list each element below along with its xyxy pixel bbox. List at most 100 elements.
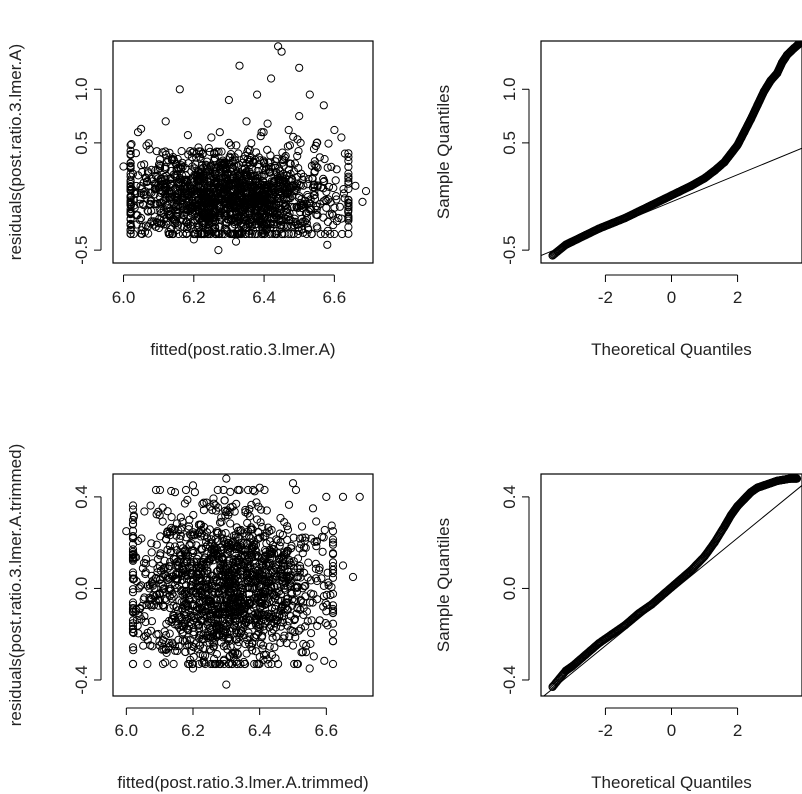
cloud-point: [169, 659, 178, 669]
cloud-point: [250, 171, 260, 180]
cloud-point: [189, 628, 198, 637]
cloud-point: [138, 167, 147, 177]
cloud-point: [126, 225, 135, 234]
cloud-point: [205, 638, 214, 648]
cloud-point: [276, 618, 285, 627]
cloud-point: [319, 174, 328, 183]
cloud-point: [252, 631, 261, 640]
cloud-point: [280, 153, 289, 162]
cloud-point: [202, 528, 212, 537]
cloud-point: [141, 221, 150, 230]
cloud-point: [139, 188, 149, 197]
cloud-point: [196, 596, 205, 606]
cloud-point: [312, 162, 321, 171]
data-point: [607, 219, 617, 228]
cloud-point: [232, 542, 241, 551]
panel-3: 6.0 6.2 6.4 6.6 -0.4 0.0 0.4 fitted(post.ratio.…: [6, 444, 374, 792]
cloud-point: [165, 629, 174, 638]
cloud-point: [197, 529, 206, 538]
x-axis-title: Theoretical Quantiles: [591, 773, 752, 792]
cloud-point: [196, 195, 205, 204]
cloud-point: [181, 647, 190, 657]
cloud-point: [292, 609, 301, 618]
cloud-point: [217, 517, 226, 526]
cloud-point: [249, 158, 258, 167]
cloud-point: [157, 219, 166, 228]
cloud-point: [182, 218, 191, 227]
data-point: [581, 650, 590, 659]
cloud-point: [175, 549, 184, 558]
cloud-point: [276, 538, 285, 547]
cloud-point: [211, 227, 220, 237]
data-point: [733, 140, 742, 150]
cloud-point: [252, 550, 261, 560]
cloud-point: [189, 549, 198, 558]
cloud-point: [220, 224, 229, 233]
cloud-point: [214, 605, 223, 614]
cloud-point: [262, 528, 271, 538]
data-point: [242, 117, 251, 126]
data-points: [543, 474, 802, 696]
cloud-point: [170, 642, 180, 651]
data-point: [340, 149, 349, 158]
cloud-point: [187, 167, 196, 176]
cloud-point: [193, 171, 202, 180]
x-tick-label: 6.2: [182, 288, 206, 307]
y-tick-label: -0.4: [500, 665, 519, 694]
cloud-point: [239, 605, 248, 614]
cloud-point: [223, 506, 232, 515]
cloud-point: [281, 598, 291, 607]
cloud-point: [260, 213, 269, 222]
data-point: [687, 181, 696, 190]
cloud-point: [202, 163, 211, 172]
cloud-point: [242, 539, 252, 548]
cloud-point: [276, 193, 285, 203]
cloud-point: [289, 533, 298, 542]
cloud-point: [224, 560, 233, 569]
cloud-point: [217, 554, 227, 564]
cloud-point: [344, 203, 353, 212]
x-tick-label: 6.2: [181, 721, 205, 740]
cloud-point: [344, 198, 353, 207]
cloud-point: [226, 211, 235, 220]
cloud-point: [215, 128, 224, 137]
cloud-point: [161, 162, 170, 171]
cloud-point: [183, 191, 192, 200]
cloud-point: [205, 597, 214, 607]
cloud-point: [297, 648, 306, 657]
cloud-point: [128, 540, 138, 549]
cloud-point: [147, 602, 156, 612]
cloud-point: [201, 608, 211, 617]
data-point: [224, 138, 233, 147]
cloud-point: [167, 513, 176, 522]
cloud-point: [284, 165, 294, 174]
data-point: [753, 101, 762, 110]
cloud-point: [225, 587, 234, 596]
cloud-point: [291, 633, 300, 642]
cloud-point: [284, 500, 294, 509]
cloud-point: [270, 201, 279, 210]
data-point: [312, 222, 321, 231]
cloud-point: [325, 210, 334, 219]
cloud-point: [162, 619, 171, 628]
cloud-point: [139, 641, 148, 650]
cloud-point: [126, 208, 135, 217]
cloud-point: [296, 138, 305, 147]
cloud-point: [327, 162, 336, 171]
cloud-point: [328, 659, 338, 669]
cloud-point: [291, 583, 300, 592]
data-point: [634, 609, 643, 618]
cloud-point: [344, 169, 353, 178]
cloud-point: [237, 175, 246, 184]
cloud-point: [328, 538, 338, 547]
cloud-point: [215, 578, 224, 587]
cloud-point: [176, 202, 185, 211]
cloud-point: [304, 174, 313, 184]
data-point: [330, 229, 339, 239]
cloud-point: [230, 583, 239, 592]
cloud-point: [191, 216, 200, 225]
cloud-point: [223, 170, 232, 179]
cloud-point: [212, 177, 221, 186]
cloud-point: [205, 147, 214, 156]
y-tick-label: 1.0: [72, 77, 91, 101]
